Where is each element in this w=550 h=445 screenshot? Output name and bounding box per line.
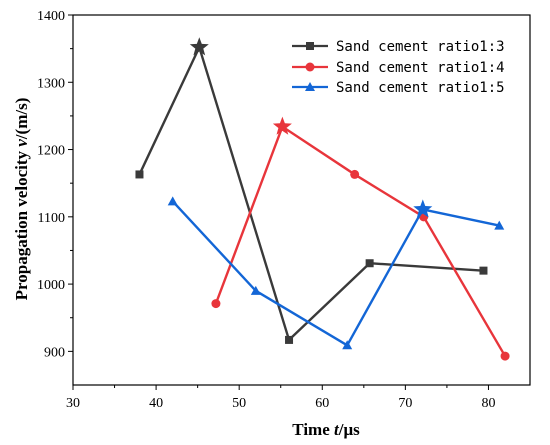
series-2-peak-star-marker <box>272 116 292 135</box>
legend-label-ratio-1-5: Sand cement ratio1:5 <box>336 80 505 96</box>
series-1-point <box>479 266 488 275</box>
legend-entry-ratio-1-5: Sand cement ratio1:5 <box>292 80 505 96</box>
x-tick-label: 60 <box>315 396 329 411</box>
series-3-point <box>494 220 505 230</box>
x-tick-label: 50 <box>232 396 246 411</box>
legend: Sand cement ratio1:3 Sand cement ratio1:… <box>292 39 505 96</box>
series-1-point <box>365 259 374 268</box>
series-2-point <box>350 169 360 179</box>
legend-entry-ratio-1-3: Sand cement ratio1:3 <box>292 39 505 55</box>
series-1-point <box>285 335 294 344</box>
series-3-point <box>250 285 261 295</box>
series-2-point <box>211 299 221 309</box>
y-tick-label: 900 <box>44 345 65 360</box>
x-tick-label: 80 <box>481 396 495 411</box>
legend-entry-ratio-1-4: Sand cement ratio1:4 <box>292 60 505 76</box>
series-1-peak-star-marker <box>189 37 209 56</box>
series-3-point <box>342 340 353 350</box>
series-2-point <box>500 351 510 361</box>
legend-square-marker <box>306 42 314 50</box>
x-tick-label: 30 <box>66 396 80 411</box>
plot-frame <box>72 14 531 386</box>
series-3-point <box>167 196 178 206</box>
x-tick-label: 40 <box>149 396 163 411</box>
legend-label-ratio-1-3: Sand cement ratio1:3 <box>336 39 505 55</box>
legend-label-ratio-1-4: Sand cement ratio1:4 <box>336 60 505 76</box>
series-3-line <box>171 200 500 347</box>
y-tick-label: 1100 <box>38 211 65 226</box>
y-tick-label: 1400 <box>37 9 65 24</box>
legend-circle-marker <box>305 62 315 72</box>
y-tick-label: 1200 <box>37 144 65 159</box>
legend-triangle-marker <box>305 82 315 91</box>
y-tick-label: 1000 <box>37 278 65 293</box>
series-1-point <box>135 170 144 179</box>
x-axis-title: Time t/μs <box>292 420 360 439</box>
series-3-peak-star-marker <box>413 199 433 218</box>
y-axis-title: Propagation velocity v/(m/s) <box>12 98 31 301</box>
x-tick-label: 70 <box>398 396 412 411</box>
y-tick-label: 1300 <box>37 76 65 91</box>
plot-area: 30 40 50 60 70 80 900 1000 1100 1200 1300 1400 <box>37 9 531 411</box>
